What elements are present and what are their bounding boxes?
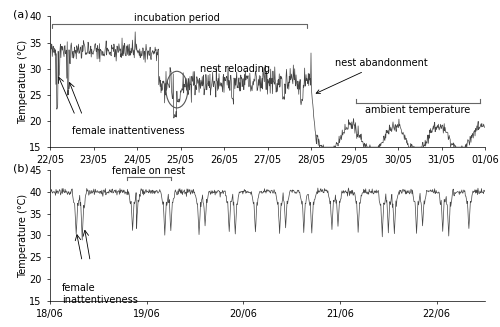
Text: female on nest: female on nest	[112, 166, 186, 176]
Text: female
inattentiveness: female inattentiveness	[62, 284, 138, 305]
Text: female inattentiveness: female inattentiveness	[72, 126, 184, 136]
Y-axis label: Temperature (°C): Temperature (°C)	[18, 193, 28, 278]
Text: (a): (a)	[13, 10, 28, 20]
Text: nest abandonment: nest abandonment	[316, 59, 428, 94]
Text: incubation period: incubation period	[134, 13, 220, 24]
Text: ambient temperature: ambient temperature	[366, 105, 470, 115]
Text: (b): (b)	[13, 164, 29, 174]
Y-axis label: Temperature (°C): Temperature (°C)	[18, 40, 28, 124]
Text: nest reloading: nest reloading	[200, 64, 270, 74]
